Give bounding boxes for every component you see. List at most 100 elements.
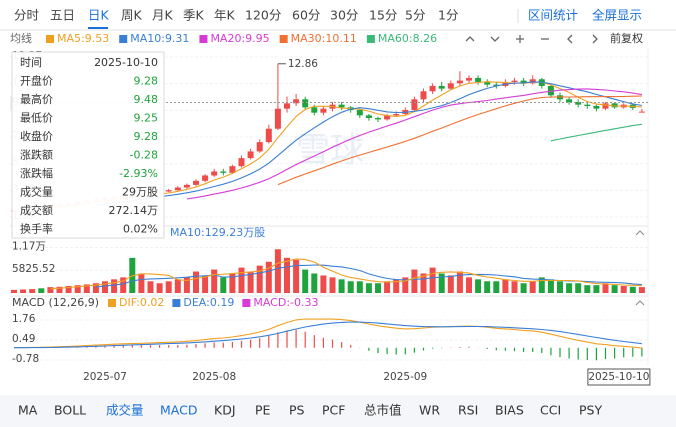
volume-bar — [65, 285, 72, 293]
tooltip-box — [11, 51, 165, 239]
ma-legend-label: 均线 — [10, 31, 32, 45]
indicator-tab[interactable]: BIAS — [495, 403, 524, 418]
period-tab[interactable]: 分时 — [14, 8, 40, 23]
collapse-icon[interactable] — [635, 300, 645, 306]
candle-body — [484, 81, 491, 85]
tooltip-value: 272.14万 — [109, 204, 159, 217]
tooltip-label: 成交量 — [20, 185, 53, 199]
volume-bar — [102, 281, 108, 293]
candle-body — [575, 101, 582, 105]
volume-bar — [92, 283, 99, 293]
x-tick-label: 2025-07 — [83, 371, 127, 383]
indicator-tab[interactable]: KDJ — [214, 403, 236, 418]
volume-bar — [547, 279, 554, 293]
indicator-tab[interactable]: MACD — [160, 403, 197, 418]
volume-bar — [56, 286, 63, 293]
period-tab[interactable]: 5分 — [405, 8, 425, 23]
tooltip-value: -2.93% — [119, 167, 158, 180]
tool-icon-left[interactable] — [567, 34, 573, 44]
period-tab[interactable]: 60分 — [292, 8, 320, 23]
ma-legend-item: MA5:9.53 — [57, 32, 109, 45]
volume-bar — [83, 284, 90, 293]
tool-icon-right[interactable] — [592, 34, 598, 44]
indicator-tab[interactable]: BOLL — [54, 403, 86, 418]
candle-body — [611, 103, 618, 108]
adjust-mode[interactable]: 前复权 — [610, 31, 643, 45]
top-link[interactable]: 区间统计 — [528, 8, 578, 23]
volume-bar — [293, 259, 300, 293]
tooltip-label: 最低价 — [20, 112, 53, 125]
period-tab[interactable]: 30分 — [330, 8, 358, 23]
tooltip-value: 9.25 — [134, 112, 159, 125]
candle-body — [247, 151, 254, 159]
ma-legend-item: MA60:8.26 — [378, 32, 437, 45]
indicator-tab[interactable]: MA — [18, 403, 38, 418]
period-tab[interactable]: 五日 — [50, 8, 75, 23]
top-link[interactable]: 全屏显示 — [592, 8, 642, 23]
collapse-icon[interactable] — [635, 230, 645, 236]
indicator-tab[interactable]: 成交量 — [106, 403, 144, 418]
candle-body — [475, 77, 482, 82]
volume-bar — [247, 271, 254, 293]
macd-tick-label: 0.49 — [12, 333, 35, 345]
candle-body — [256, 142, 263, 152]
candle-body — [202, 175, 209, 181]
x-tick-label: 2025-10-10 — [588, 371, 649, 383]
volume-tick-label: 5825.52 — [12, 263, 55, 275]
macd-legend-item: MACD:-0.33 — [253, 296, 318, 309]
volume-bar — [329, 277, 336, 293]
candle-body — [420, 91, 427, 100]
indicator-tab[interactable]: PE — [255, 403, 271, 418]
volume-bar — [356, 281, 363, 293]
indicator-tab[interactable]: PSY — [579, 403, 602, 418]
period-tab[interactable]: 120分 — [245, 8, 281, 23]
period-tab[interactable]: 1分 — [438, 8, 458, 23]
indicator-tab[interactable]: 总市值 — [364, 403, 402, 418]
peak-label: 12.86 — [288, 58, 318, 70]
tool-icon-plus[interactable] — [516, 35, 524, 43]
bottom-bar — [0, 395, 676, 427]
volume-bar — [202, 275, 209, 293]
x-tick-label: 2025-08 — [192, 371, 236, 383]
period-tab[interactable]: 周K — [121, 8, 143, 23]
volume-bar — [193, 271, 199, 293]
legend-swatch — [46, 35, 54, 43]
candle-body — [520, 80, 527, 84]
volume-bar — [338, 279, 345, 293]
tooltip: 时间 2025-10-10 开盘价 9.28 最高价 9.48 最低价 9.25 收盘价 9.28… — [11, 51, 165, 239]
period-tab[interactable]: 季K — [183, 8, 205, 23]
tool-icon-down[interactable] — [490, 36, 500, 42]
indicator-tab[interactable]: WR — [419, 403, 440, 418]
volume-bar — [475, 279, 482, 293]
volume-bar — [29, 289, 36, 293]
candle-body — [211, 171, 218, 176]
period-tab[interactable]: 15分 — [369, 8, 397, 23]
period-tab[interactable]: 日K — [88, 8, 110, 23]
candle-body — [293, 99, 300, 104]
volume-bar — [575, 283, 582, 293]
volume-bar — [375, 283, 381, 293]
indicator-tab[interactable]: CCI — [540, 403, 561, 418]
volume-bar — [284, 257, 290, 293]
volume-legend: MA10:129.23万股 — [170, 226, 265, 239]
volume-bar — [438, 273, 445, 293]
candle-body — [338, 104, 345, 108]
period-tab[interactable]: 月K — [152, 8, 174, 23]
volume-bar — [147, 281, 154, 293]
volume-bar — [320, 275, 327, 293]
tooltip-label: 时间 — [20, 56, 42, 69]
layer — [13, 318, 643, 361]
x-tick-label: 2025-09 — [383, 371, 427, 383]
tool-icon-up[interactable] — [465, 36, 475, 42]
tooltip-label: 换手率 — [20, 222, 53, 236]
volume-bar — [611, 285, 618, 293]
indicator-tab[interactable]: RSI — [458, 403, 478, 418]
tooltip-label: 收盘价 — [20, 129, 53, 143]
indicator-tab[interactable]: PCF — [322, 403, 345, 418]
tooltip-value: 9.28 — [134, 75, 159, 88]
period-tab[interactable]: 年K — [214, 8, 236, 23]
legend-swatch — [172, 299, 181, 307]
indicator-tab[interactable]: PS — [289, 403, 305, 418]
volume-bar — [493, 281, 500, 293]
candle-body — [493, 84, 500, 86]
